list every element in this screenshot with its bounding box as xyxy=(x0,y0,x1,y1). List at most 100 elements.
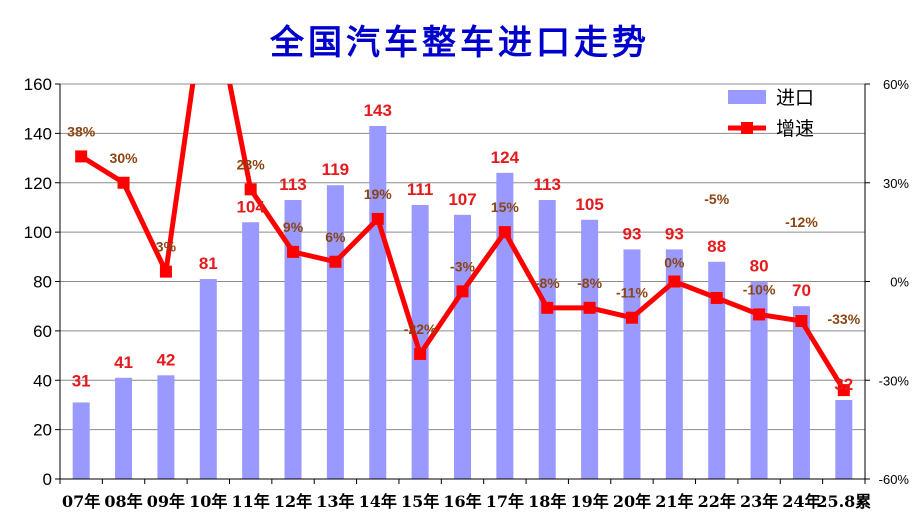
bar xyxy=(792,306,810,479)
category-label: 21年 xyxy=(655,492,693,511)
bar xyxy=(581,219,599,479)
growth-value-label: 3% xyxy=(156,239,177,255)
growth-value-label: 30% xyxy=(110,150,139,166)
bar-value-label: 41 xyxy=(114,353,133,372)
growth-value-labels: 38% 30% 3% 28% 9% 6% 19% -22% -3% 15% -8% -8% -11% 0%… xyxy=(67,123,861,336)
growth-value-label: 28% xyxy=(237,156,266,172)
category-label: 19年 xyxy=(570,492,608,511)
bar-value-label: 93 xyxy=(665,224,684,243)
growth-marker xyxy=(541,301,554,314)
bar xyxy=(538,200,556,479)
category-label: 15年 xyxy=(401,492,439,511)
growth-value-label: -3% xyxy=(450,258,475,274)
growth-marker xyxy=(329,255,342,268)
legend-swatch-growth-marker xyxy=(741,122,753,134)
category-label: 23年 xyxy=(740,492,778,511)
growth-value-label: -10% xyxy=(743,281,776,297)
growth-value-label: 0% xyxy=(664,255,685,271)
bar xyxy=(369,125,387,479)
category-label: 12年 xyxy=(274,492,312,511)
bar xyxy=(242,222,260,479)
left-axis-tick-label: 80 xyxy=(33,273,52,292)
bar xyxy=(496,172,514,479)
growth-value-label: 38% xyxy=(67,123,96,139)
bar-value-label: 88 xyxy=(707,237,726,256)
bar-value-label: 119 xyxy=(322,160,349,179)
growth-value-label: -22% xyxy=(404,321,437,337)
left-axis-tick-label: 0 xyxy=(43,470,52,489)
category-label: 24年 xyxy=(782,492,820,511)
category-label: 08年 xyxy=(104,492,142,511)
bar-value-label: 70 xyxy=(792,281,811,300)
growth-value-label: -11% xyxy=(616,285,648,301)
category-labels: 07年 08年 09年 10年 11年 12年 13年 14年 15年 16年 17年 18年 19年 2… xyxy=(62,492,871,511)
growth-value-label: -5% xyxy=(704,191,729,207)
category-label: 18年 xyxy=(528,492,566,511)
bar-series xyxy=(72,125,853,479)
bar-value-label: 42 xyxy=(156,350,175,369)
left-axis-tick-label: 140 xyxy=(24,124,52,143)
category-label: 17年 xyxy=(486,492,524,511)
right-axis-tick-label: 0% xyxy=(890,275,909,290)
category-label: 07年 xyxy=(62,492,100,511)
legend-swatch-import xyxy=(728,90,766,104)
bar xyxy=(835,400,853,479)
bar xyxy=(157,375,175,479)
growth-marker xyxy=(668,275,681,288)
category-label: 13年 xyxy=(316,492,354,511)
bar xyxy=(72,402,90,479)
category-label: 11年 xyxy=(232,492,270,511)
growth-value-label: -8% xyxy=(577,275,602,291)
bar xyxy=(411,204,429,479)
legend: 进口 增速 xyxy=(728,87,814,140)
left-axis-tick-label: 100 xyxy=(24,223,52,242)
growth-marker xyxy=(710,291,723,304)
bar xyxy=(115,377,133,479)
category-label: 20年 xyxy=(613,492,651,511)
bar xyxy=(750,281,768,479)
bar xyxy=(454,214,471,479)
left-axis-ticks: 0 20 40 60 80 100 120 140 160 xyxy=(24,75,60,489)
right-axis-tick-label: 30% xyxy=(883,176,909,191)
bar-value-label: 105 xyxy=(575,195,603,214)
growth-marker xyxy=(456,285,469,298)
growth-marker xyxy=(498,226,511,239)
left-axis-tick-label: 60 xyxy=(33,322,52,341)
bar-value-labels: 31 41 42 81 104 113 119 143 111 107 124 113 105 93 93 8… xyxy=(72,101,854,394)
right-axis-tick-label: 60% xyxy=(883,77,909,92)
left-axis-tick-label: 160 xyxy=(24,75,52,94)
bar xyxy=(623,249,641,479)
growth-marker xyxy=(159,265,172,278)
growth-value-label: 19% xyxy=(364,186,393,202)
growth-marker xyxy=(371,212,384,225)
bar xyxy=(665,249,683,479)
right-axis-tick-label: -60% xyxy=(879,472,910,487)
growth-marker xyxy=(75,150,88,163)
bar-value-label: 31 xyxy=(72,371,91,390)
bar xyxy=(284,200,302,479)
category-label: 10年 xyxy=(189,492,227,511)
growth-marker xyxy=(625,311,638,324)
growth-marker xyxy=(287,245,300,258)
growth-marker xyxy=(753,308,766,321)
bar-value-label: 104 xyxy=(236,197,265,216)
growth-value-label: 15% xyxy=(491,199,520,215)
left-axis-tick-label: 20 xyxy=(33,421,52,440)
growth-value-label: -8% xyxy=(535,275,560,291)
growth-marker xyxy=(795,315,808,327)
right-axis-ticks: -60% -30% 0% 30% 60% xyxy=(865,77,909,487)
category-label: 22年 xyxy=(698,492,736,511)
legend-label-import: 进口 xyxy=(776,87,814,109)
growth-marker xyxy=(583,301,596,314)
growth-value-label: 6% xyxy=(325,229,346,245)
category-label: 14年 xyxy=(359,492,397,511)
bar-value-label: 113 xyxy=(279,175,306,194)
category-label: 09年 xyxy=(147,492,185,511)
bar-value-label: 124 xyxy=(491,148,520,167)
growth-value-label: -33% xyxy=(827,311,860,327)
right-axis-tick-label: -30% xyxy=(879,373,910,388)
bar-value-label: 32 xyxy=(834,375,853,394)
growth-line-series xyxy=(75,84,850,397)
bar-value-label: 111 xyxy=(407,180,434,199)
